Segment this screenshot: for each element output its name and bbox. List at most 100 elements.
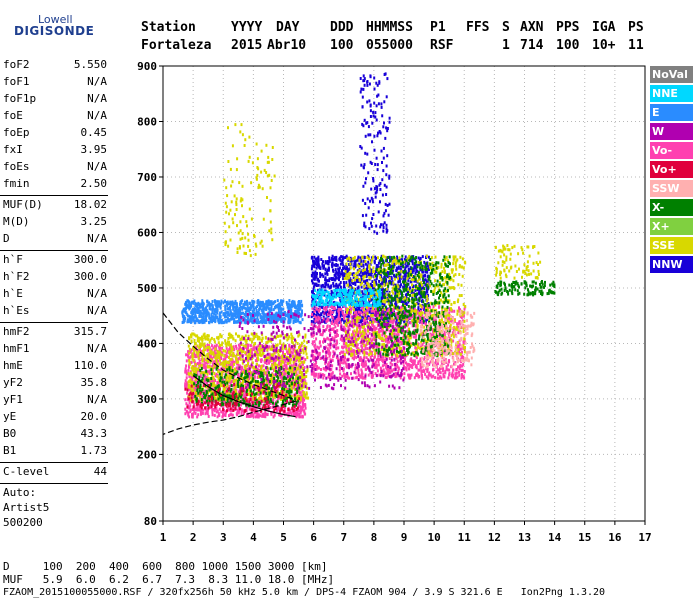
data-point <box>287 372 290 376</box>
data-point <box>204 335 207 339</box>
data-point <box>195 345 198 349</box>
data-point <box>294 387 297 391</box>
data-point <box>188 374 191 378</box>
data-point <box>286 338 289 342</box>
data-point <box>239 403 242 407</box>
data-point <box>237 385 240 388</box>
data-point <box>194 408 197 411</box>
data-point <box>218 317 221 321</box>
data-point <box>217 335 220 339</box>
param-value: N/A <box>87 342 107 355</box>
data-point <box>233 372 236 376</box>
data-point <box>218 372 221 376</box>
data-point <box>301 395 304 399</box>
data-point <box>210 377 213 380</box>
data-point <box>341 258 344 262</box>
param-key: foE <box>3 109 23 122</box>
data-point <box>370 274 373 278</box>
data-point <box>209 387 212 391</box>
data-point <box>321 273 324 277</box>
data-point <box>239 318 242 322</box>
data-point <box>224 366 227 369</box>
data-point <box>270 301 273 305</box>
data-point <box>206 312 209 316</box>
data-point <box>306 369 309 373</box>
data-point <box>238 398 240 402</box>
data-point <box>202 366 205 369</box>
data-point <box>368 310 371 314</box>
data-point <box>259 300 262 304</box>
data-point <box>255 309 258 312</box>
data-point <box>281 372 284 376</box>
data-point <box>332 268 334 272</box>
data-point <box>247 392 250 396</box>
data-point <box>285 301 288 304</box>
data-point <box>243 316 246 320</box>
data-point <box>291 341 294 345</box>
data-point <box>213 372 216 375</box>
data-point <box>313 265 316 269</box>
data-point <box>264 410 267 414</box>
data-point <box>199 395 202 399</box>
data-point <box>295 415 298 419</box>
data-point <box>240 376 243 379</box>
data-point <box>285 390 288 394</box>
data-point <box>230 335 233 339</box>
data-point <box>268 316 271 320</box>
data-point <box>258 321 261 324</box>
data-point <box>215 407 218 410</box>
data-point <box>233 374 236 378</box>
data-point <box>369 271 372 275</box>
data-point <box>206 304 209 308</box>
data-point <box>261 336 264 340</box>
data-point <box>258 400 260 404</box>
data-point <box>194 319 197 323</box>
data-point <box>366 265 369 269</box>
data-point <box>228 367 231 371</box>
data-point <box>272 314 275 318</box>
data-point <box>188 385 191 389</box>
data-point <box>244 393 247 397</box>
data-point <box>407 267 410 271</box>
data-point <box>199 411 202 415</box>
data-point <box>223 360 226 364</box>
data-point <box>236 370 239 374</box>
data-point <box>204 394 206 398</box>
data-point <box>202 302 205 306</box>
data-point <box>223 380 226 384</box>
data-point <box>255 398 258 402</box>
data-point <box>324 285 327 289</box>
data-point <box>223 320 226 324</box>
data-point <box>247 309 250 313</box>
data-point <box>299 358 302 362</box>
data-point <box>424 293 427 296</box>
data-point <box>298 415 301 419</box>
data-point <box>360 320 363 324</box>
data-point <box>416 269 419 273</box>
data-point <box>268 320 271 324</box>
data-point <box>281 347 284 350</box>
data-point <box>302 381 305 385</box>
data-point <box>399 273 402 277</box>
data-point <box>219 333 222 337</box>
data-point <box>205 378 208 382</box>
data-point <box>293 304 296 308</box>
data-point <box>242 302 245 306</box>
data-point <box>414 271 417 275</box>
data-point <box>335 293 338 297</box>
data-point <box>282 360 285 364</box>
data-point <box>270 387 273 391</box>
data-point <box>187 299 189 303</box>
data-point <box>191 381 194 385</box>
data-point <box>286 394 289 398</box>
data-point <box>357 285 360 289</box>
header-value: 11 <box>628 38 644 53</box>
data-point <box>275 382 278 385</box>
header-value: Abr10 <box>267 38 307 53</box>
data-point <box>288 347 291 351</box>
data-point <box>362 263 365 267</box>
data-point <box>300 371 303 375</box>
data-point <box>202 408 205 412</box>
data-point <box>286 312 289 316</box>
param-key: yF2 <box>3 376 23 389</box>
